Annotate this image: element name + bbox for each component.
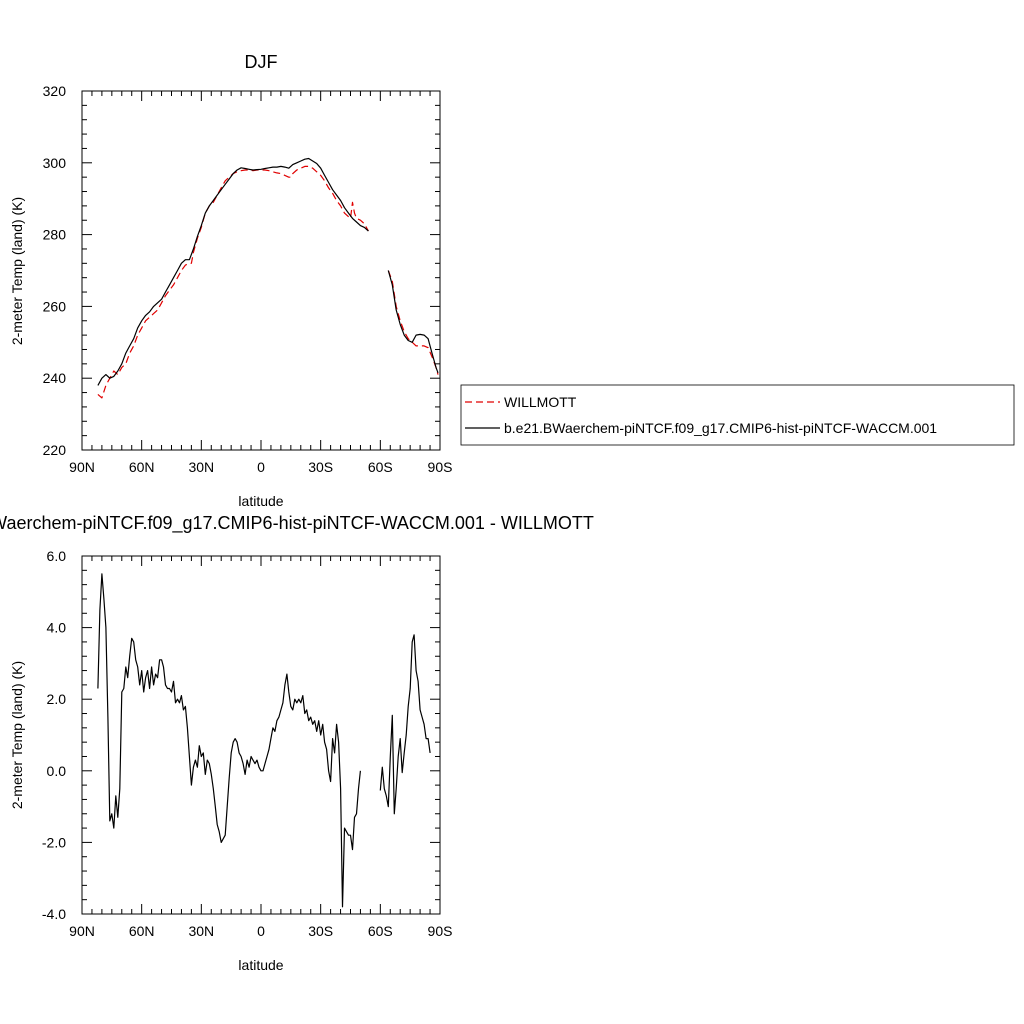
x-tick-label: 90N xyxy=(69,459,95,475)
top-panel-y-axis-label: 2-meter Temp (land) (K) xyxy=(9,197,25,345)
x-tick-label: 60S xyxy=(368,459,393,475)
legend: WILLMOTT b.e21.BWaerchem-piNTCF.f09_g17.… xyxy=(460,384,1015,446)
y-tick-label: -2.0 xyxy=(42,834,66,850)
series-line-0 xyxy=(97,573,361,908)
legend-label-model: b.e21.BWaerchem-piNTCF.f09_g17.CMIP6-his… xyxy=(504,420,937,436)
y-tick-label: 320 xyxy=(43,83,67,99)
y-tick-label: 240 xyxy=(43,370,67,386)
x-tick-label: 60S xyxy=(368,923,393,939)
x-tick-label: 90N xyxy=(69,923,95,939)
bottom-panel-title: b.e21.BWaerchem-piNTCF.f09_g17.CMIP6-his… xyxy=(0,513,594,534)
y-tick-label: 2.0 xyxy=(47,691,67,707)
y-tick-label: -4.0 xyxy=(42,906,66,922)
x-tick-label: 90S xyxy=(428,459,453,475)
y-tick-label: 6.0 xyxy=(47,548,67,564)
series-line-0 xyxy=(379,634,431,815)
series-line-0 xyxy=(97,165,369,399)
bottom-panel-series xyxy=(97,573,431,908)
y-tick-label: 220 xyxy=(43,442,67,458)
x-tick-label: 30N xyxy=(188,459,214,475)
y-tick-label: 280 xyxy=(43,227,67,243)
x-tick-label: 30S xyxy=(308,459,333,475)
x-tick-label: 60N xyxy=(129,923,155,939)
bottom-panel-y-axis-label: 2-meter Temp (land) (K) xyxy=(9,661,25,809)
top-panel-frame xyxy=(81,90,441,451)
x-tick-label: 60N xyxy=(129,459,155,475)
top-panel-ticks: 90N 60N 30N 0 30S 60S 90S 220 240 260 280 300 320 xyxy=(43,83,453,475)
series-line-1 xyxy=(97,157,369,386)
bottom-panel-frame xyxy=(81,555,441,915)
bottom-panel: b.e21.BWaerchem-piNTCF.f09_g17.CMIP6-his… xyxy=(0,513,594,973)
x-tick-label: 0 xyxy=(257,923,265,939)
series-line-1 xyxy=(387,270,439,374)
x-tick-label: 0 xyxy=(257,459,265,475)
y-tick-label: 0.0 xyxy=(47,763,67,779)
series-line-0 xyxy=(387,270,439,375)
x-tick-label: 90S xyxy=(428,923,453,939)
y-tick-label: 4.0 xyxy=(47,620,67,636)
y-tick-label: 300 xyxy=(43,155,67,171)
x-tick-label: 30S xyxy=(308,923,333,939)
top-panel-title: DJF xyxy=(245,52,278,72)
bottom-panel-x-axis-label: latitude xyxy=(238,957,283,973)
top-panel: DJF 90N 60N 30N 0 30S 60S 90S 220 240 260 280 300 32… xyxy=(9,52,452,509)
x-tick-label: 30N xyxy=(188,923,214,939)
top-panel-series xyxy=(97,157,439,399)
bottom-panel-ticks: 90N 60N 30N 0 30S 60S 90S -4.0 -2.0 0.0 2.0 4.0 6.0 xyxy=(42,548,453,939)
top-panel-x-axis-label: latitude xyxy=(238,493,283,509)
legend-box xyxy=(460,384,1015,446)
y-tick-label: 260 xyxy=(43,298,67,314)
legend-label-willmott: WILLMOTT xyxy=(504,394,577,410)
